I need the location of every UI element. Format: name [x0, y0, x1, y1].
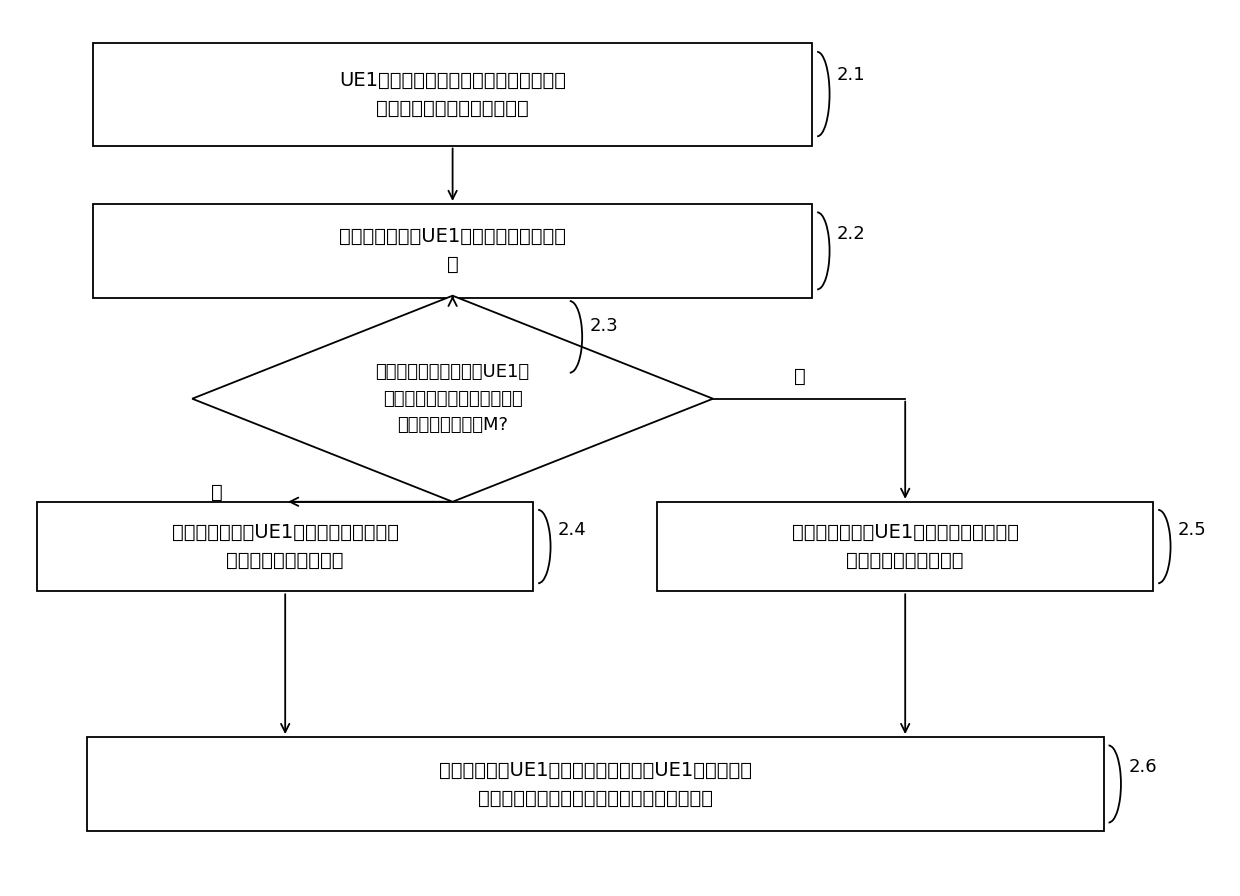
- Text: 网络侧设备确定UE1上行控制信道的发射
方式为双天线发射方式: 网络侧设备确定UE1上行控制信道的发射 方式为双天线发射方式: [791, 523, 1019, 570]
- Bar: [87, 737, 1104, 831]
- Bar: [93, 203, 812, 297]
- Text: 2.3: 2.3: [590, 317, 619, 335]
- Text: 网络侧设备向UE1发送下行信令，指示UE1在上行控制
信道采用网络侧设备确定的发射方式进行发射: 网络侧设备向UE1发送下行信令，指示UE1在上行控制 信道采用网络侧设备确定的发…: [439, 761, 751, 807]
- Text: UE1向网络侧设备发送上行信令，该上行
信令用于上报终端的能力信息: UE1向网络侧设备发送上行信令，该上行 信令用于上报终端的能力信息: [339, 71, 567, 117]
- Text: 网络侧设备确定UE1上行控制信道的发射
方式为单天线发射方式: 网络侧设备确定UE1上行控制信道的发射 方式为单天线发射方式: [171, 523, 399, 570]
- Bar: [93, 42, 812, 145]
- Text: 2.4: 2.4: [558, 521, 587, 539]
- Bar: [657, 502, 1153, 591]
- Polygon shape: [192, 296, 713, 502]
- Text: 否: 否: [794, 366, 806, 386]
- Text: 网络侧设备获取UE1的上行信道的质量信
息: 网络侧设备获取UE1的上行信道的质量信 息: [339, 228, 567, 274]
- Text: 是: 是: [211, 483, 223, 503]
- Text: 2.1: 2.1: [837, 66, 866, 84]
- Text: 网络侧设备判断获取的UE1的
上行信道的质量信息是否大于
第一预设质量阈值M?: 网络侧设备判断获取的UE1的 上行信道的质量信息是否大于 第一预设质量阈值M?: [376, 363, 529, 435]
- Text: 2.2: 2.2: [837, 225, 866, 243]
- Bar: [37, 502, 533, 591]
- Text: 2.5: 2.5: [1178, 521, 1207, 539]
- Text: 2.6: 2.6: [1128, 758, 1157, 776]
